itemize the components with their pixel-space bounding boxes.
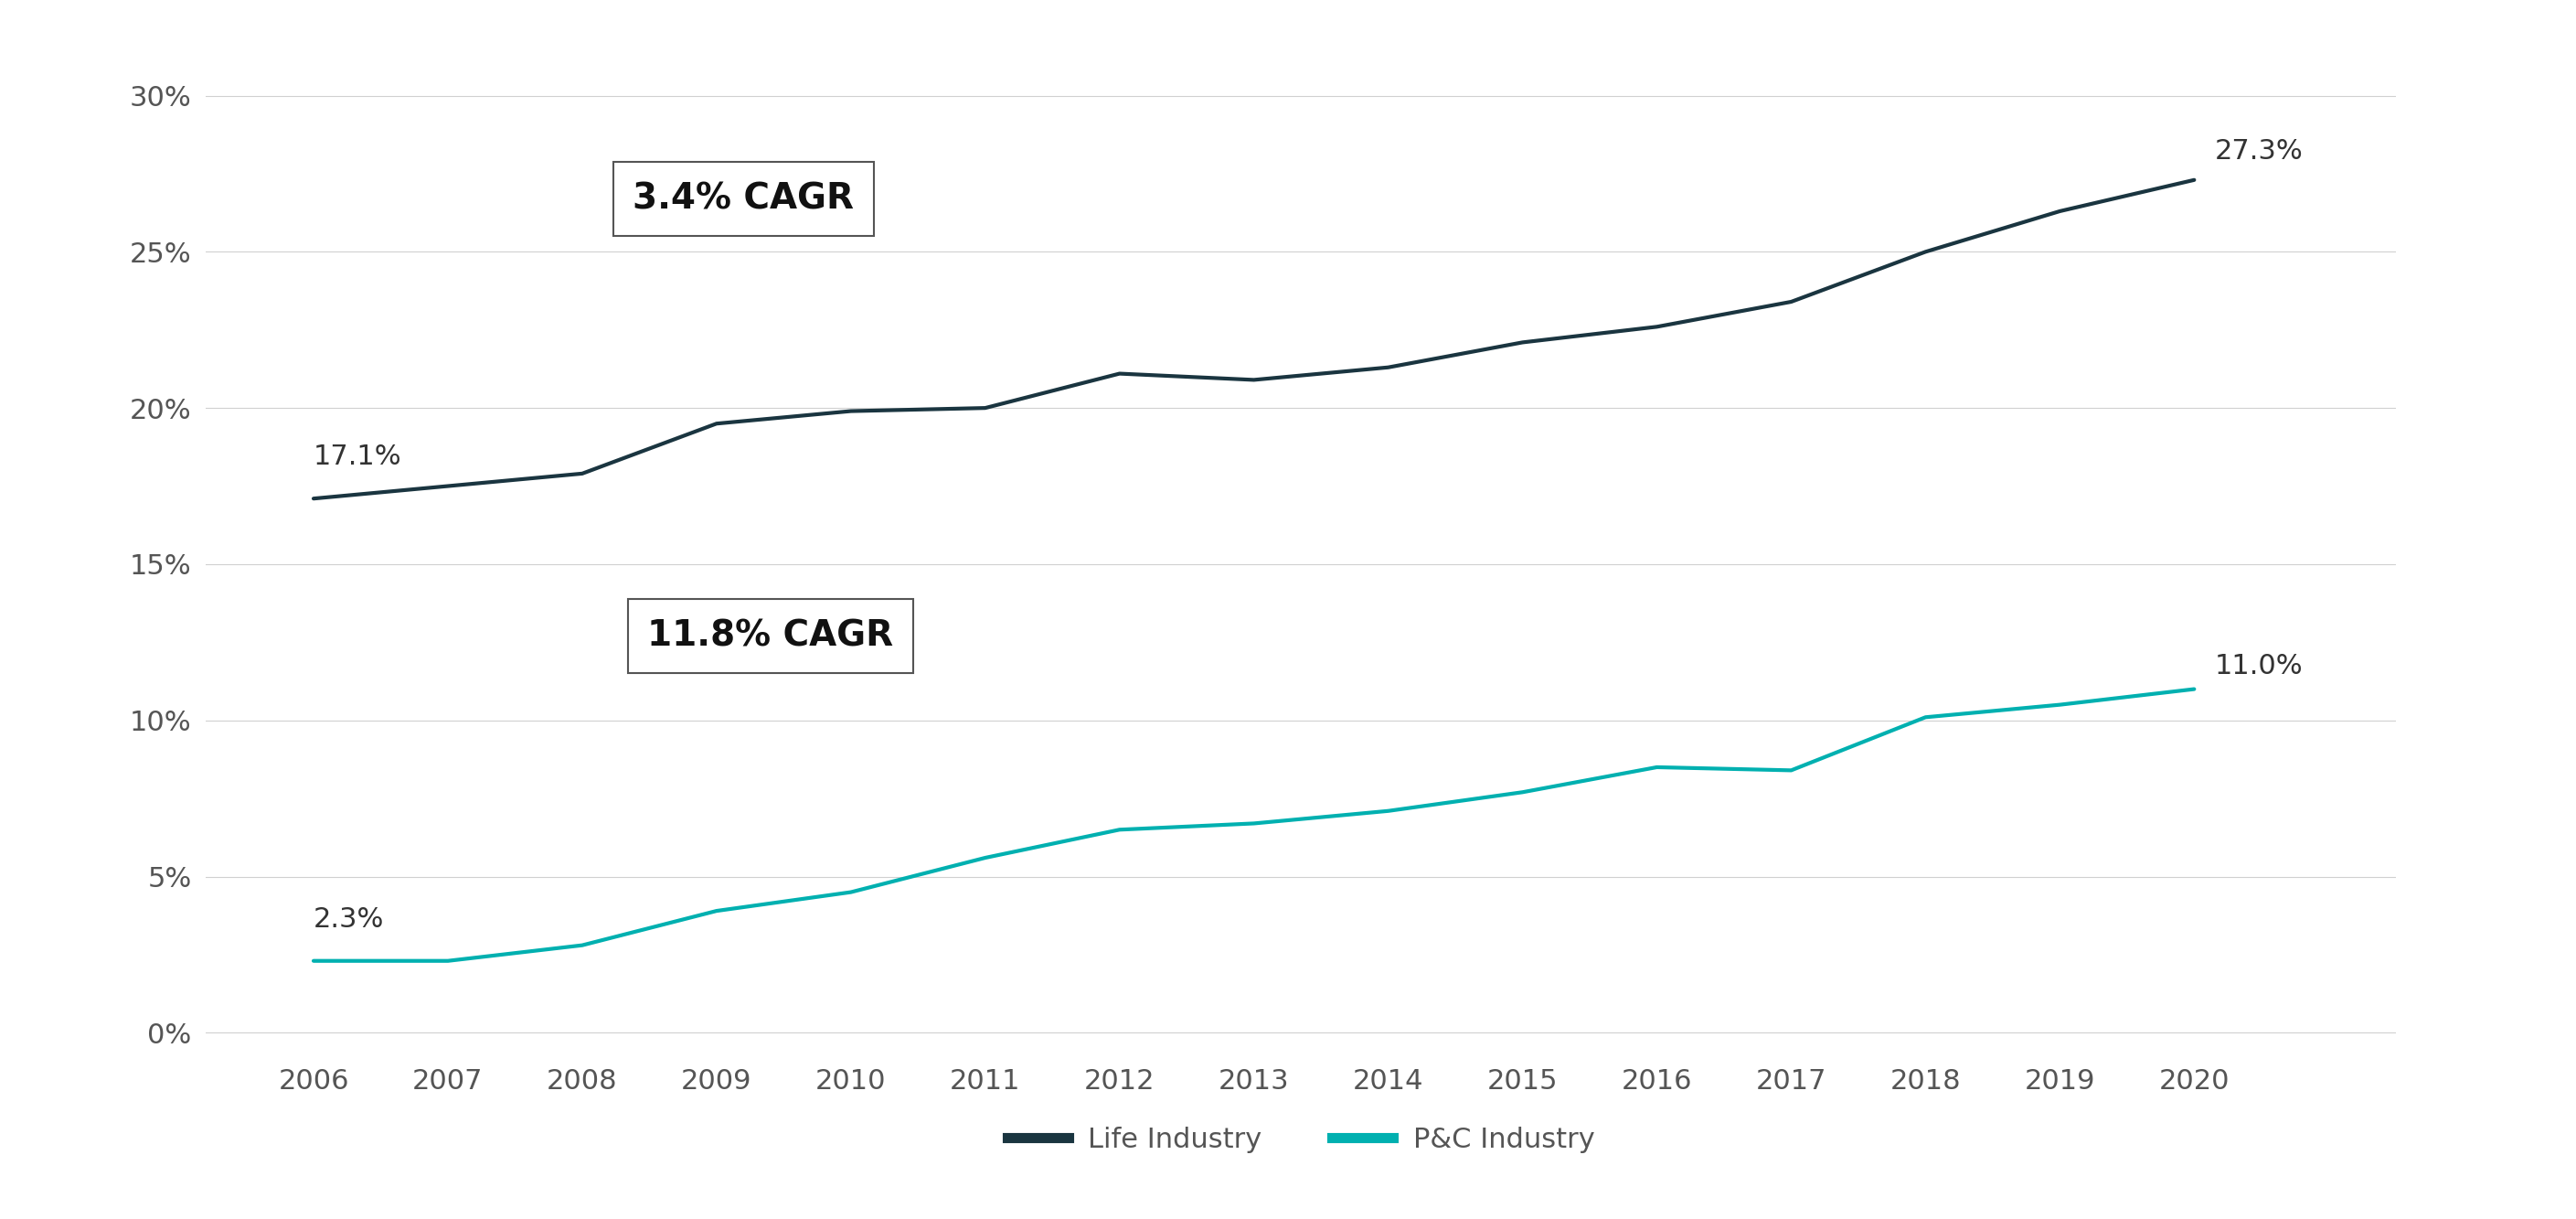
Text: 17.1%: 17.1% xyxy=(314,444,402,471)
Text: 11.0%: 11.0% xyxy=(2215,653,2303,680)
Text: 3.4% CAGR: 3.4% CAGR xyxy=(634,182,855,216)
Text: 11.8% CAGR: 11.8% CAGR xyxy=(647,618,894,653)
Legend: Life Industry, P&C Industry: Life Industry, P&C Industry xyxy=(997,1115,1605,1164)
Text: 27.3%: 27.3% xyxy=(2215,138,2303,165)
Text: 2.3%: 2.3% xyxy=(314,906,384,933)
